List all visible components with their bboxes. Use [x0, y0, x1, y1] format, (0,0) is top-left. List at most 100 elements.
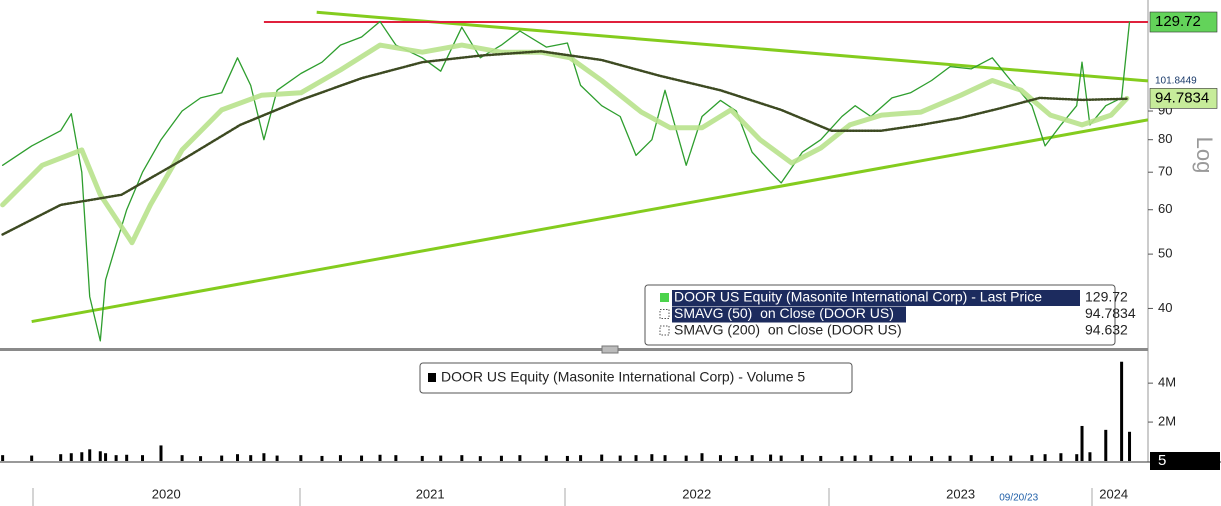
volume-bar [663, 455, 667, 461]
volume-bar [634, 455, 638, 461]
y-tick-label: 70 [1158, 164, 1172, 179]
volume-bar [460, 455, 464, 461]
volume-bar [819, 455, 823, 461]
volume-bar [800, 455, 804, 461]
y-scale-label: Log [1192, 137, 1217, 174]
volume-bar [338, 455, 342, 461]
volume-bar [618, 455, 622, 461]
volume-bar [394, 455, 398, 461]
legend-highlight [672, 306, 906, 323]
last-price-label-box [1149, 11, 1218, 33]
volume-bar [779, 455, 783, 461]
moving-average-line [1, 50, 1129, 236]
legend-value: 94.7834 [1085, 305, 1136, 321]
year-separators [32, 488, 1093, 506]
volume-bar [750, 455, 754, 461]
volume-bar [1088, 452, 1092, 461]
volume-bar [249, 455, 253, 461]
volume-bar [853, 455, 857, 461]
date-annotation: 09/20/23 [999, 493, 1038, 504]
volume-bar [1080, 425, 1084, 461]
x-tick-label: 2021 [416, 486, 445, 501]
volume-bar [1104, 429, 1108, 461]
panel-divider [0, 348, 1148, 351]
volume-bar [275, 455, 279, 461]
volume-bar [1, 455, 5, 461]
y-tick-label: 40 [1158, 300, 1172, 315]
volume-bar [378, 454, 382, 461]
volume-bar [1075, 454, 1079, 461]
legend-label: DOOR US Equity (Masonite International C… [674, 289, 1042, 305]
sma50-label: 94.7834 [1155, 89, 1209, 106]
volume-bar [499, 455, 503, 461]
volume-bar [650, 454, 654, 461]
last-price-label: 129.72 [1155, 13, 1201, 30]
y-tick-label: 4M [1158, 375, 1176, 390]
volume-bar [1128, 431, 1132, 461]
y-tick-label: 60 [1158, 201, 1172, 216]
y-tick-label: 80 [1158, 131, 1172, 146]
divider-handle[interactable] [601, 345, 619, 354]
x-tick-label: 2022 [682, 486, 711, 501]
volume-bar [420, 455, 424, 461]
volume-bar [769, 454, 773, 461]
y-tick-label: 2M [1158, 414, 1176, 429]
volume-bar [840, 456, 844, 461]
legend-value: 94.632 [1085, 322, 1128, 338]
volume-legend-box [419, 362, 853, 394]
volume-bar [565, 455, 569, 461]
volume-bar [1009, 455, 1013, 461]
volume-bar [98, 451, 102, 461]
x-tick-label: 2020 [152, 486, 181, 501]
volume-bar [180, 455, 184, 461]
volume-bar [114, 455, 118, 461]
volume-bar [125, 454, 129, 461]
trendline [316, 10, 1148, 83]
volume-bar [908, 455, 912, 461]
volume-bar [159, 445, 163, 461]
volume-bar [1043, 454, 1047, 461]
trendline-end-label: 101.8449 [1155, 76, 1197, 87]
legend-value: 129.72 [1085, 289, 1128, 305]
volume-bar [80, 452, 84, 461]
volume-bar [104, 453, 108, 461]
volume-bar [141, 455, 145, 461]
volume-bar [948, 455, 952, 461]
price-line [1, 20, 1131, 342]
volume-bar [600, 454, 604, 461]
volume-bar [969, 455, 973, 461]
volume-bar [199, 456, 203, 461]
price-legend: DOOR US Equity (Masonite International C… [644, 284, 1136, 346]
volume-bar [88, 449, 92, 461]
y-tick-label: 50 [1158, 246, 1172, 261]
volume-bar [1030, 455, 1034, 461]
x-tick-label: 2023 [946, 486, 975, 501]
volume-legend-label: DOOR US Equity (Masonite International C… [441, 369, 805, 385]
x-tick-label: 2024 [1099, 486, 1128, 501]
volume-bar [544, 455, 548, 461]
volume-bar [1120, 361, 1124, 461]
legend-highlight [672, 290, 1080, 306]
volume-bar [684, 455, 688, 461]
legend-swatch [660, 293, 669, 302]
legend-swatch [428, 373, 436, 382]
trendline [31, 118, 1148, 324]
volume-bar [718, 455, 722, 461]
sma50-label-box [1149, 88, 1218, 109]
volume-bar [1059, 453, 1063, 461]
volume-bar [439, 455, 443, 461]
volume-bar [930, 456, 934, 461]
volume-bar [518, 455, 522, 461]
volume-bar [478, 456, 482, 461]
price-plot [0, 10, 1148, 342]
legend-label: SMAVG (50) on Close (DOOR US) [674, 305, 894, 321]
volume-bar [700, 453, 704, 461]
last-volume-label: 5 [1158, 452, 1166, 469]
volume-bar [360, 455, 364, 461]
moving-average-line [0, 42, 1130, 246]
volume-bar [869, 455, 873, 461]
volume-bar [579, 455, 583, 461]
volume-bar [59, 454, 63, 461]
